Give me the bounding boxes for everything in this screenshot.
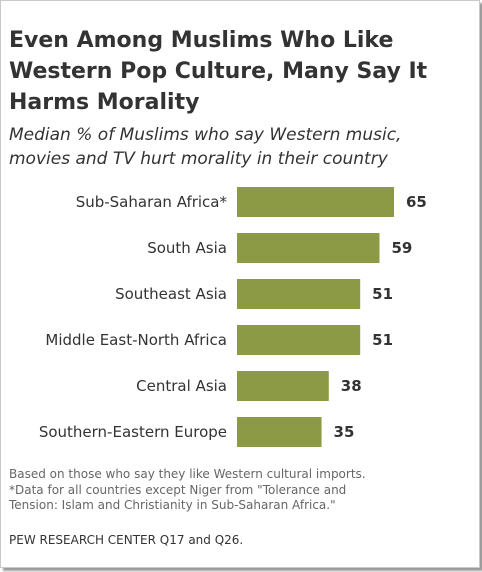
bar-chart: Sub-Saharan Africa* 65 South Asia 59 Southea… <box>39 187 427 447</box>
category-label: Southeast Asia <box>115 285 227 303</box>
source-credit: PEW RESEARCH CENTER Q17 and Q26. <box>9 533 244 547</box>
bar <box>237 371 329 401</box>
value-label: 51 <box>372 285 393 303</box>
value-label: 59 <box>392 239 413 257</box>
bar <box>237 325 361 355</box>
title-line-1: Even Among Muslims Who Like <box>9 28 394 53</box>
value-label: 51 <box>372 331 393 349</box>
subtitle-line-1: Median % of Muslims who say Western musi… <box>9 125 402 145</box>
bar <box>237 279 361 309</box>
bar <box>237 233 380 263</box>
value-label: 35 <box>334 423 355 441</box>
subtitle-line-2: movies and TV hurt morality in their cou… <box>9 149 388 169</box>
category-label: Southern-Eastern Europe <box>39 423 227 441</box>
note-line-1: Based on those who say they like Western… <box>9 467 366 481</box>
title-line-2: Western Pop Culture, Many Say It <box>9 59 428 84</box>
title-line-3: Harms Morality <box>9 90 200 115</box>
chart-title: Even Among Muslims Who Like Western Pop … <box>9 25 469 118</box>
value-label: 38 <box>341 377 362 395</box>
category-label: Central Asia <box>136 377 227 395</box>
note-line-2: *Data for all countries except Niger fro… <box>9 482 347 497</box>
bar <box>237 187 394 217</box>
category-label: Middle East-North Africa <box>45 331 227 349</box>
chart-note: Based on those who say they like Western… <box>9 467 474 514</box>
note-line-3: Tension: Islam and Christianity in Sub-S… <box>9 498 336 512</box>
chart-subtitle: Median % of Muslims who say Western musi… <box>9 123 474 171</box>
category-label: South Asia <box>147 239 227 257</box>
category-label: Sub-Saharan Africa* <box>76 193 228 211</box>
bar <box>237 417 322 447</box>
value-label: 65 <box>406 193 427 211</box>
